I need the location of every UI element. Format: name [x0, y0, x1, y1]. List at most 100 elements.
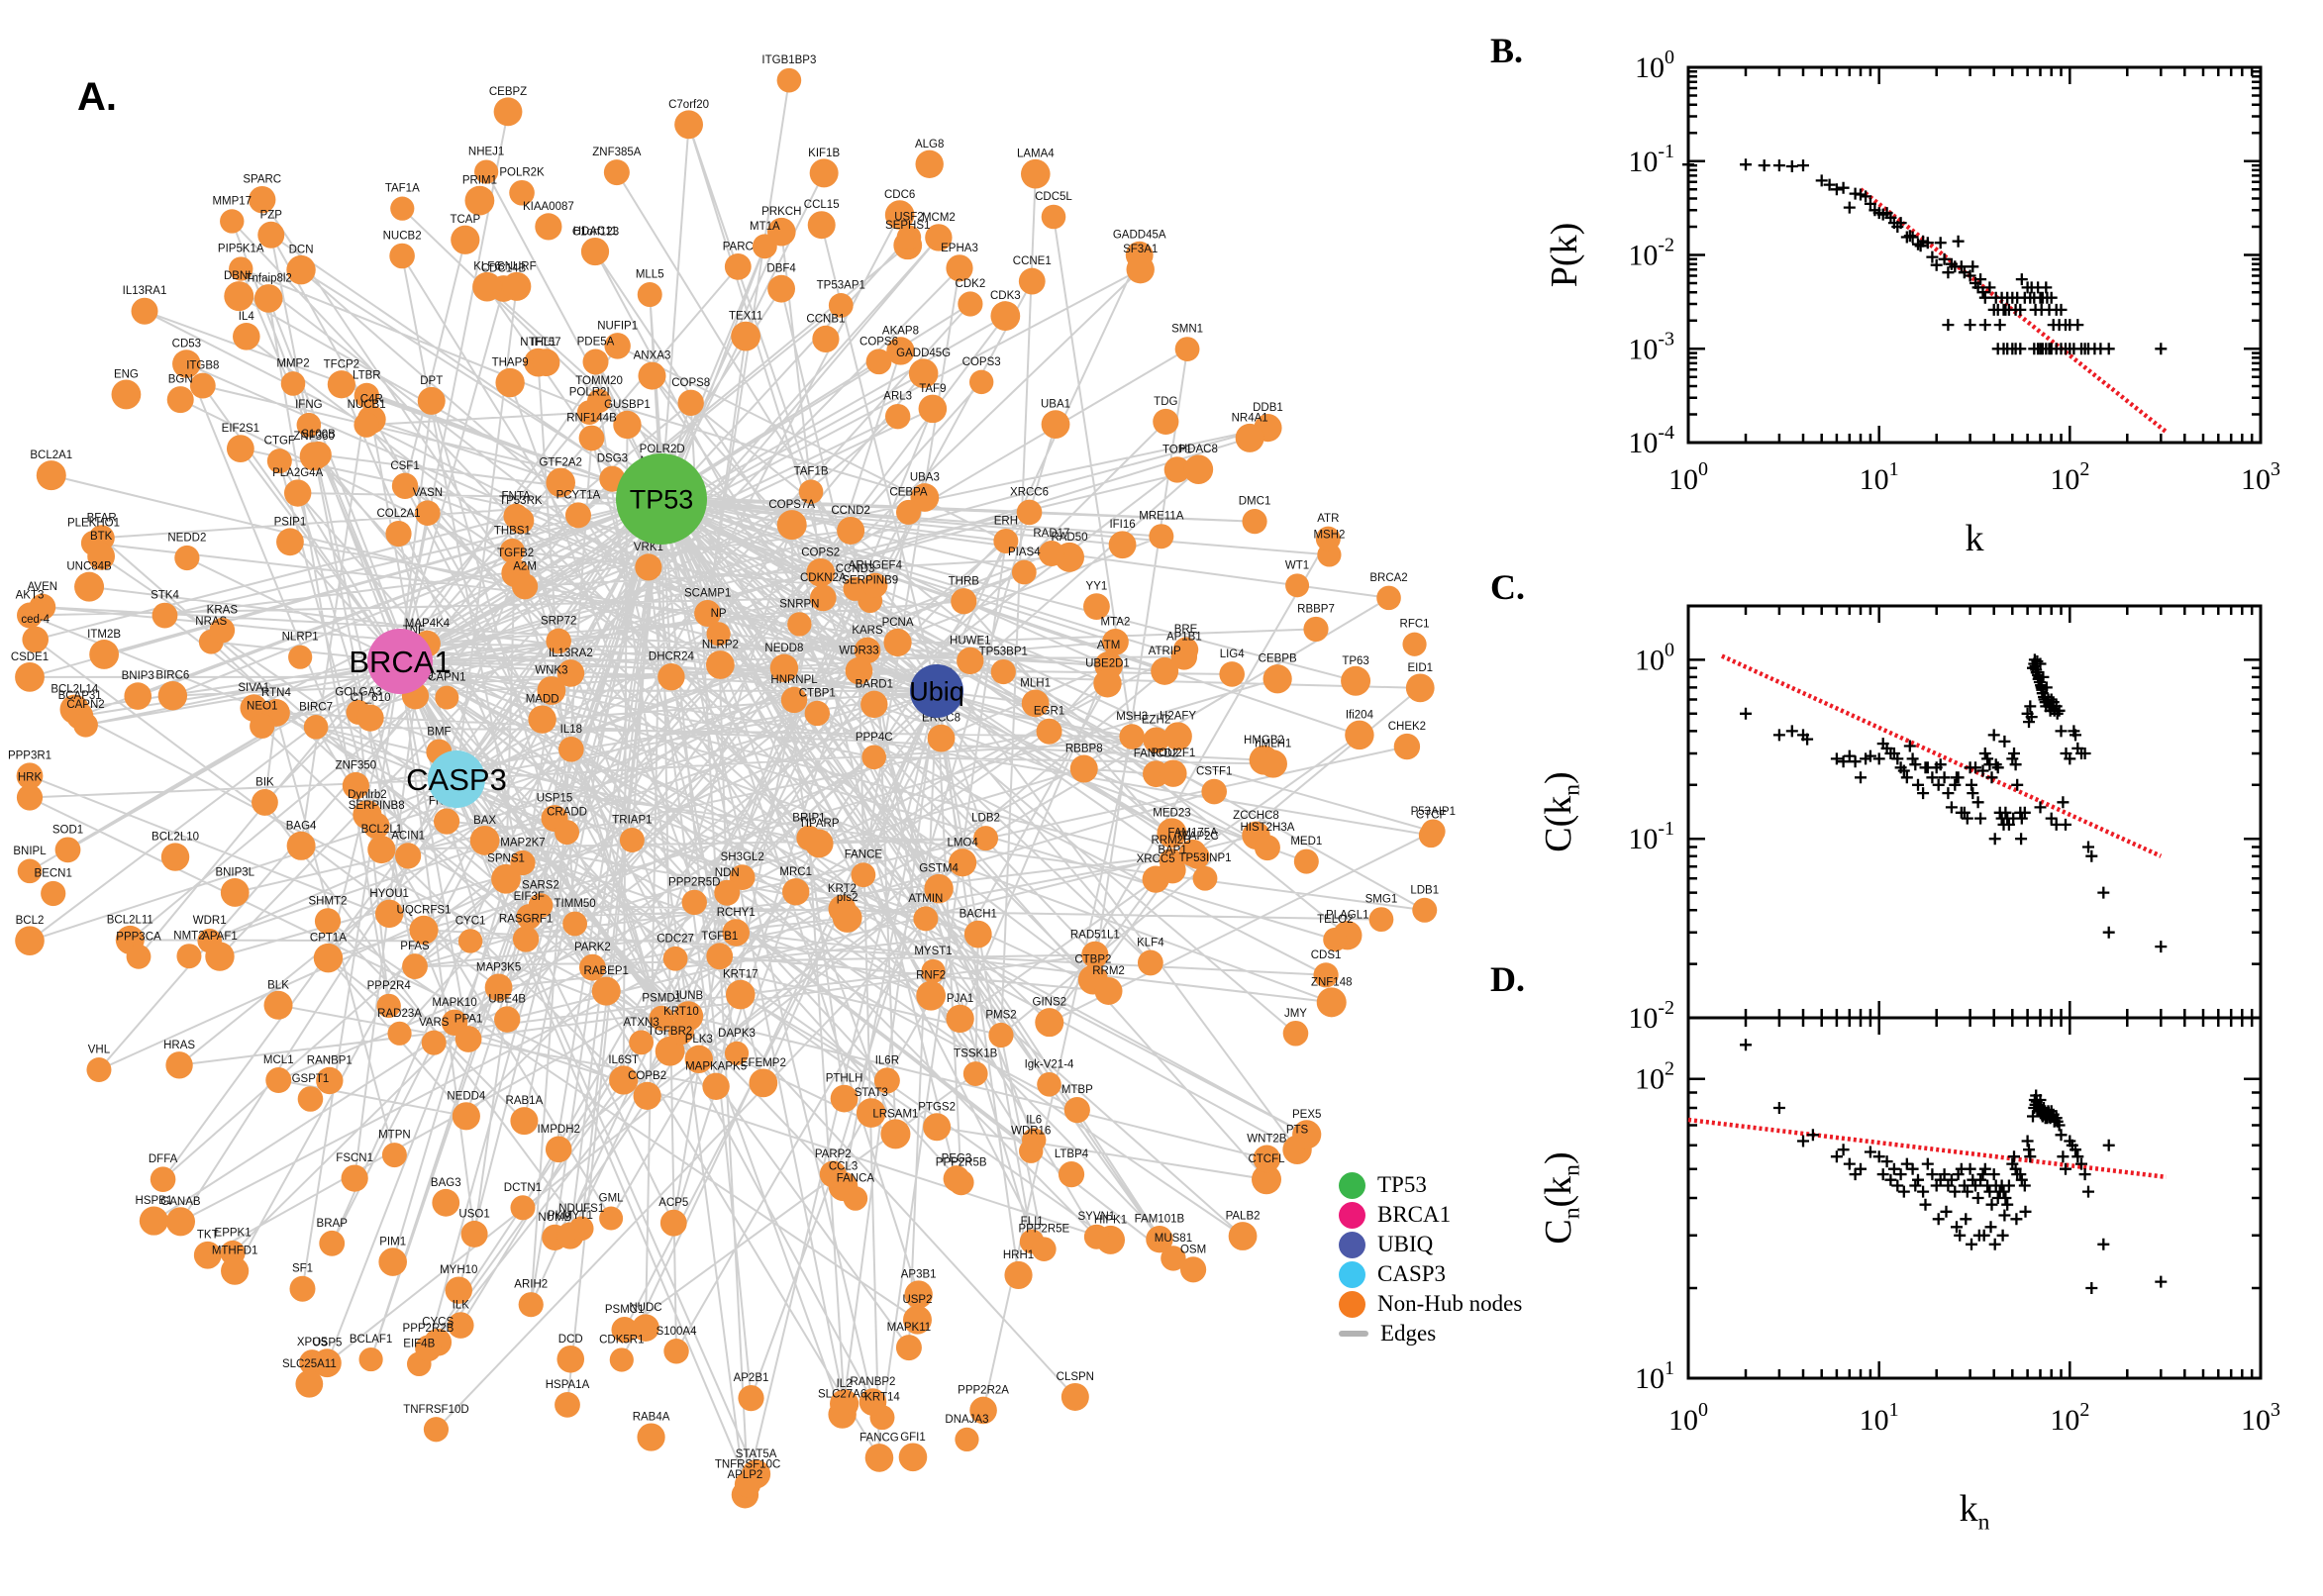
network-node-label: LIG4 — [1220, 648, 1246, 660]
network-node-label: PZP — [260, 209, 283, 221]
network-node-label: CLSPN — [1057, 1371, 1094, 1383]
network-node-label: S100A4 — [656, 1326, 698, 1338]
network-node-label: AKT3 — [16, 590, 45, 602]
network-node — [297, 1086, 324, 1112]
network-node — [776, 510, 807, 541]
network-node — [74, 571, 105, 602]
network-node — [1412, 897, 1438, 923]
network-node — [54, 837, 81, 863]
axis-ticks — [1686, 606, 2263, 1020]
network-node-label: RFC1 — [1400, 619, 1430, 631]
network-node-label: UBA1 — [1041, 399, 1070, 411]
network-node-label: TIMM50 — [555, 898, 596, 910]
network-node-label: BNIP3L — [215, 866, 254, 878]
network-node — [809, 584, 837, 612]
network-node-label: CDK5R1 — [599, 1334, 644, 1346]
legend-item: TP53 — [1339, 1170, 1522, 1200]
network-node-label: pfs2 — [837, 892, 858, 904]
network-node-label: BAX — [473, 815, 496, 827]
network-node-label: THRB — [949, 575, 980, 587]
legend-label: Non-Hub nodes — [1377, 1291, 1523, 1316]
network-node — [457, 929, 483, 953]
network-node-label: CCL15 — [804, 199, 840, 211]
network-node — [564, 502, 591, 529]
network-node-label: HSPB1 — [136, 1195, 173, 1207]
network-node-label: FANCG — [859, 1432, 899, 1444]
network-node — [1405, 673, 1435, 703]
network-node — [604, 333, 631, 359]
network-node-label: AP1B1 — [1166, 631, 1202, 643]
network-node-label: VHL — [88, 1044, 111, 1055]
network-node — [962, 1061, 988, 1086]
network-node-label: CHEK2 — [1388, 721, 1426, 733]
network-node — [738, 1385, 764, 1412]
network-node — [193, 1241, 222, 1269]
network-node-label: UNC84B — [66, 561, 112, 573]
network-node-label: DNAJA3 — [945, 1414, 988, 1426]
network-node — [556, 659, 585, 687]
network-node-label: BCL2L11 — [107, 914, 153, 926]
network-node-label: NDN — [715, 867, 740, 879]
network-node-label: C4R — [360, 394, 383, 406]
network-node-label: PTHLH — [826, 1073, 863, 1085]
network-node — [819, 1160, 847, 1188]
network-node — [1323, 927, 1348, 952]
network-node-label: ARHGEF4 — [849, 559, 903, 571]
network-node-label: MSH2 — [1313, 529, 1345, 541]
network-node — [924, 873, 954, 904]
network-node-label: TOMM20 — [575, 375, 623, 387]
network-node-label: PSMC1 — [605, 1304, 645, 1316]
network-node-label: GSTM4 — [919, 863, 959, 875]
network-node — [17, 602, 43, 629]
ubiq-legend-dot-icon — [1339, 1231, 1365, 1258]
network-node — [546, 467, 575, 498]
scatter-points-d — [1740, 1039, 2168, 1294]
network-node — [249, 185, 276, 214]
network-node — [578, 953, 606, 981]
network-node-label: SERPINB8 — [349, 800, 405, 812]
network-node-label: KIAA0087 — [523, 201, 574, 213]
hub-label-ubiq: Ubiq — [909, 676, 964, 706]
network-node-label: FLI1 — [1021, 1216, 1044, 1228]
network-node — [1192, 865, 1218, 891]
network-node — [421, 1030, 447, 1055]
network-node — [341, 1164, 368, 1192]
network-node-label: BLK — [267, 979, 289, 991]
network-node-label: SEPHS1 — [885, 220, 930, 232]
network-node — [87, 542, 116, 570]
legend: TP53 BRCA1 UBIQ CASP3 Non-Hub nodes Edges — [1339, 1170, 1522, 1348]
network-node — [809, 158, 839, 188]
network-node-label: ZNF350 — [336, 760, 377, 772]
network-node-label: STK4 — [151, 590, 179, 602]
network-node-label: STAT3 — [855, 1087, 888, 1099]
network-node — [886, 337, 915, 365]
network-node — [432, 1188, 460, 1217]
network-node — [250, 713, 275, 739]
network-node — [558, 737, 584, 762]
network-node — [493, 97, 523, 127]
network-node — [684, 1045, 713, 1074]
network-node — [555, 820, 580, 846]
network-node-label: CCNB1 — [806, 313, 845, 325]
network-node-label: OSM — [1180, 1244, 1206, 1255]
network-node — [165, 1207, 196, 1237]
network-node — [445, 1276, 472, 1304]
network-node — [706, 622, 731, 647]
plot-frame-b — [1686, 65, 2263, 445]
scatter-points-c — [1740, 653, 2168, 953]
network-node — [280, 371, 306, 396]
network-node — [376, 993, 401, 1019]
network-node — [1341, 665, 1371, 696]
network-node — [1170, 644, 1198, 670]
network-node-label: ced-4 — [21, 614, 50, 626]
network-node — [1179, 1256, 1207, 1283]
network-node-label: PPP3R1 — [8, 750, 51, 762]
network-node — [776, 67, 802, 93]
network-node-label: PEX5 — [1292, 1109, 1321, 1121]
network-node-label: PTGS2 — [918, 1101, 956, 1113]
network-node — [1242, 509, 1267, 535]
network-node — [804, 829, 834, 858]
network-node-label: A2M — [513, 560, 537, 572]
network-node — [469, 826, 500, 855]
network-node-label: POLR2D — [640, 444, 685, 455]
